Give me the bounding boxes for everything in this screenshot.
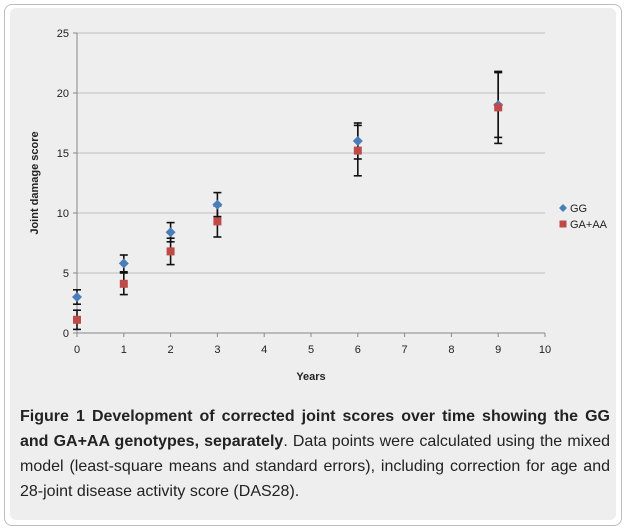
y-axis-title: Joint damage score xyxy=(29,131,41,234)
caption-text: . Data points were calculated using the … xyxy=(20,433,611,500)
data-point-gg xyxy=(118,258,129,269)
legend-label: GA+AA xyxy=(570,219,608,231)
y-tick-label: 0 xyxy=(63,328,69,340)
x-tick-label: 1 xyxy=(121,344,127,356)
chart-tick-labels: 0 5 10 15 20 25 0 1 2 3 4 5 6 7 8 9 10 xyxy=(57,28,551,356)
data-point-ga-aa xyxy=(73,315,81,324)
legend-square-icon xyxy=(559,220,567,228)
y-tick-label: 5 xyxy=(63,268,69,280)
x-tick-label: 2 xyxy=(168,344,174,356)
chart-gridlines xyxy=(77,32,545,274)
chart: 0 5 10 15 20 25 0 1 2 3 4 5 6 7 8 9 10 Years Joint damag… xyxy=(29,28,608,383)
x-tick-label: 8 xyxy=(448,344,454,356)
legend-label: GG xyxy=(570,203,587,215)
x-tick-label: 3 xyxy=(214,344,220,356)
y-tick-label: 15 xyxy=(57,148,69,160)
caption-label: Figure 1 Development of corrected joint … xyxy=(20,408,610,450)
data-point-gg xyxy=(212,199,223,210)
x-tick-label: 6 xyxy=(355,344,361,356)
x-tick-label: 5 xyxy=(308,344,314,356)
x-tick-label: 4 xyxy=(261,344,267,356)
y-tick-label: 10 xyxy=(57,208,69,220)
data-point-gg xyxy=(165,227,176,238)
data-point-ga-aa xyxy=(494,103,503,112)
figure-caption: Figure 1 Development of corrected joint … xyxy=(20,404,610,504)
data-point-ga-aa xyxy=(353,146,362,155)
legend-diamond-icon xyxy=(559,204,567,212)
chart-markers xyxy=(72,100,504,324)
data-point-gg xyxy=(72,292,82,302)
x-tick-label: 7 xyxy=(402,344,408,356)
chart-axes xyxy=(73,32,546,337)
y-tick-label: 25 xyxy=(57,28,69,40)
legend-item: GG xyxy=(559,203,587,215)
x-tick-label: 0 xyxy=(74,344,80,356)
data-point-ga-aa xyxy=(213,217,222,226)
data-point-ga-aa xyxy=(119,279,128,288)
x-axis-title: Years xyxy=(296,371,325,383)
x-tick-label: 9 xyxy=(495,344,501,356)
legend-item: GA+AA xyxy=(559,219,608,231)
chart-legend: GG GA+AA xyxy=(559,203,608,231)
x-tick-label: 10 xyxy=(539,344,551,356)
data-point-gg xyxy=(352,136,363,146)
chart-error-bars xyxy=(73,70,503,331)
y-tick-label: 20 xyxy=(57,88,69,100)
data-point-ga-aa xyxy=(166,247,175,256)
